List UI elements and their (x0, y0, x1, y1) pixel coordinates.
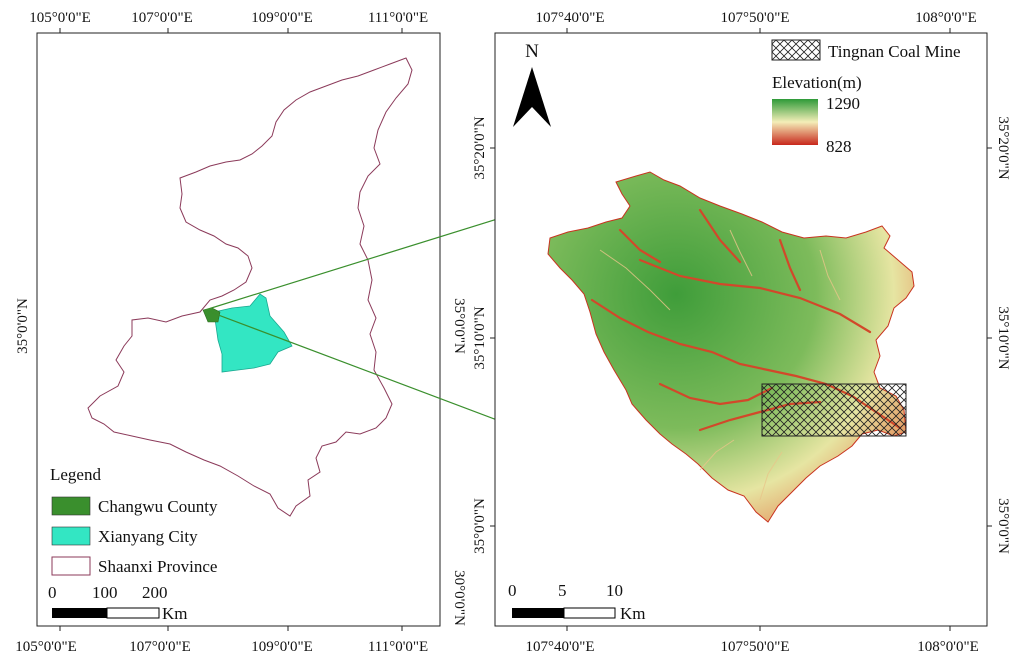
left-right-tick-2: 30°0'0"N (451, 570, 467, 626)
minor-gullies (599, 229, 841, 501)
left-top-tick-4: 111°0'0"E (368, 10, 428, 26)
left-tick-marks (59, 28, 403, 631)
legend-swatch-xianyang (51, 526, 91, 546)
legend-swatch-changwu (51, 496, 91, 516)
legend-swatch-coal-mine (771, 39, 821, 61)
left-side-tick-1: 35°0'0"N (15, 298, 31, 354)
left-top-tick-2: 107°0'0"E (131, 10, 193, 26)
right-bottom-tick-1: 107°40'0"E (526, 639, 595, 655)
left-scale-bar-black (52, 608, 107, 618)
right-tick-marks (490, 28, 992, 631)
legend-title: Legend (50, 465, 101, 484)
right-map-panel: 107°40'0"E 107°50'0"E 108°0'0"E 107°40'0… (472, 10, 1011, 655)
right-left-tick-3: 35°0'0"N (472, 498, 488, 554)
right-left-tick-2: 35°10'0"N (472, 306, 488, 369)
right-scale-bar-black (512, 608, 564, 618)
elevation-min: 828 (826, 137, 852, 156)
right-scale-bar-white (563, 607, 616, 619)
left-scale-label-200: 200 (142, 583, 168, 602)
shaanxi-province-outline (87, 57, 413, 517)
right-right-tick-3: 35°0'0"N (995, 498, 1011, 554)
xianyang-city-region (213, 293, 293, 373)
tingnan-coal-mine-area (761, 383, 907, 437)
left-bottom-tick-3: 109°0'0"E (251, 639, 313, 655)
right-left-tick-1: 35°20'0"N (472, 116, 488, 179)
elevation-max: 1290 (826, 94, 860, 113)
right-scale-label-10: 10 (606, 581, 623, 600)
left-top-tick-1: 105°0'0"E (29, 10, 91, 26)
north-arrow: N (513, 41, 551, 127)
left-right-tick-1: 35°0'0"N (451, 298, 467, 354)
north-arrow-icon (513, 67, 532, 127)
legend-label-changwu: Changwu County (98, 497, 218, 516)
legend-label-xianyang: Xianyang City (98, 527, 198, 546)
left-scale-unit: Km (162, 604, 188, 623)
legend-swatch-shaanxi (51, 556, 91, 576)
right-scale-label-0: 0 (508, 581, 517, 600)
left-scale-label-0: 0 (48, 583, 57, 602)
left-bottom-tick-1: 105°0'0"E (15, 639, 77, 655)
left-scale-bar-white (106, 607, 160, 619)
right-right-tick-1: 35°20'0"N (995, 116, 1011, 179)
right-right-tick-2: 35°10'0"N (995, 306, 1011, 369)
legend-label-coal-mine: Tingnan Coal Mine (828, 42, 961, 61)
left-bottom-tick-2: 107°0'0"E (129, 639, 191, 655)
left-map-panel: 105°0'0"E 107°0'0"E 109°0'0"E 111°0'0"E … (15, 10, 467, 655)
right-top-tick-2: 107°50'0"E (721, 10, 790, 26)
right-scale-unit: Km (620, 604, 646, 623)
left-bottom-tick-4: 111°0'0"E (368, 639, 428, 655)
elevation-color-ramp (772, 99, 818, 145)
right-bottom-tick-2: 107°50'0"E (721, 639, 790, 655)
left-top-tick-3: 109°0'0"E (251, 10, 313, 26)
right-bottom-tick-3: 108°0'0"E (917, 639, 979, 655)
legend-label-shaanxi: Shaanxi Province (98, 557, 217, 576)
elevation-title: Elevation(m) (772, 73, 862, 92)
right-scale-label-5: 5 (558, 581, 567, 600)
right-top-tick-1: 107°40'0"E (536, 10, 605, 26)
right-top-tick-3: 108°0'0"E (915, 10, 977, 26)
north-label: N (525, 41, 539, 62)
left-scale-label-100: 100 (92, 583, 118, 602)
